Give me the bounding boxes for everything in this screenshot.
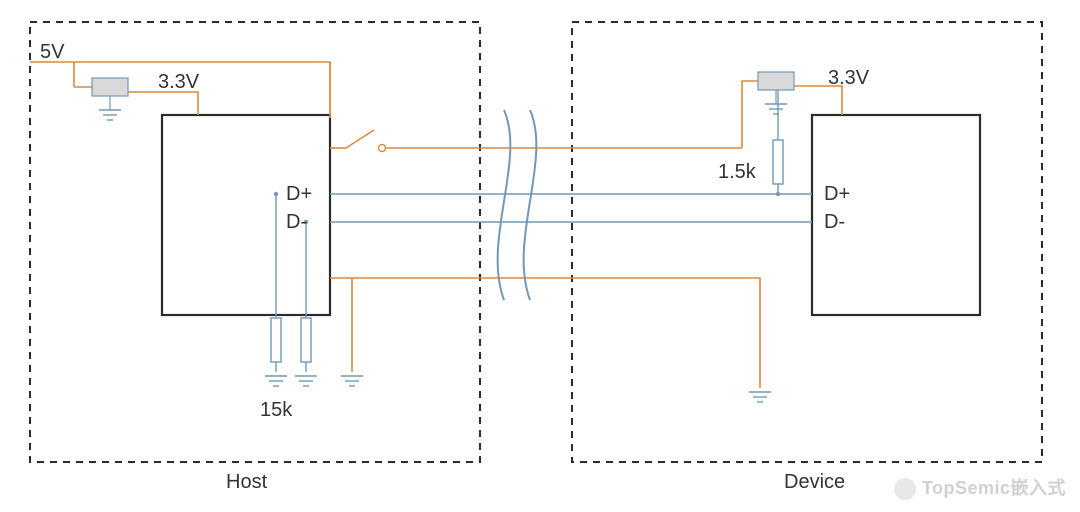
wire bbox=[346, 130, 374, 148]
label: Host bbox=[226, 471, 268, 493]
wire-3v3-host bbox=[128, 92, 198, 115]
resistor bbox=[271, 318, 281, 362]
node bbox=[776, 192, 780, 196]
label: 3.3V bbox=[158, 71, 200, 93]
cable-wave bbox=[524, 110, 537, 300]
label: D+ bbox=[286, 183, 312, 205]
label: D- bbox=[824, 211, 845, 233]
usb-host-device-diagram: 5V 3.3V D+ D- 15k Host 3.3V D+ D- 1.5k Device bbox=[0, 0, 1080, 512]
wire-gnd-cable bbox=[330, 278, 760, 388]
label: D- bbox=[286, 211, 307, 233]
switch-node bbox=[379, 145, 386, 152]
label: Device bbox=[784, 471, 845, 493]
label: 15k bbox=[260, 399, 293, 421]
label: 3.3V bbox=[828, 67, 870, 89]
label: D+ bbox=[824, 183, 850, 205]
cable-wave bbox=[498, 110, 511, 300]
label: 5V bbox=[40, 41, 65, 63]
wire-3v3-device bbox=[794, 86, 842, 115]
label: 1.5k bbox=[718, 161, 757, 183]
node bbox=[274, 192, 278, 196]
regulator bbox=[92, 78, 128, 96]
resistor bbox=[301, 318, 311, 362]
resistor bbox=[773, 140, 783, 184]
wire bbox=[742, 81, 758, 148]
regulator bbox=[758, 72, 794, 90]
